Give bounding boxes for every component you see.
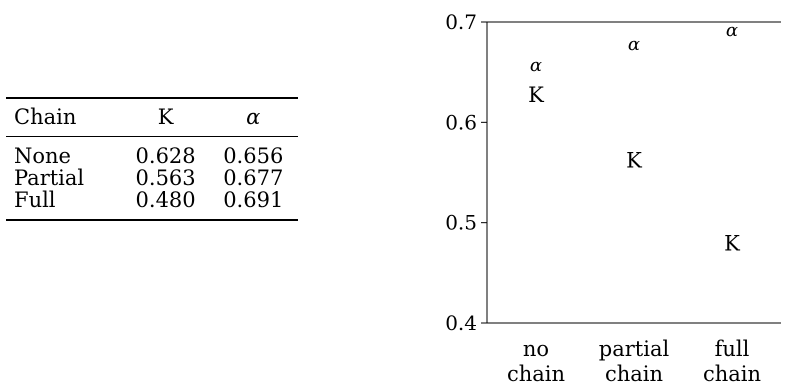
x-axis-ticks: no chain partial chain full chain: [507, 337, 761, 386]
cell-alpha: 0.677: [223, 166, 284, 190]
header-alpha: α: [208, 97, 298, 137]
cell-k: 0.628: [135, 144, 196, 168]
x-tick-label: partial chain: [599, 337, 670, 386]
y-tick-label: 0.7: [445, 10, 477, 34]
cell-k: 0.480: [122, 189, 209, 221]
k-point: K: [724, 232, 740, 256]
cell-alpha: 0.691: [208, 189, 298, 221]
x-tick-label: no chain: [507, 337, 565, 386]
x-tick-label: full chain: [703, 337, 761, 386]
alpha-point: α: [628, 34, 640, 55]
y-axis-ticks: 0.4 0.5 0.6 0.7: [445, 10, 487, 335]
table-row: None 0.628 0.656: [6, 137, 298, 168]
k-point: K: [626, 148, 642, 172]
cell-k: 0.563: [135, 166, 196, 190]
alpha-point: α: [530, 55, 542, 76]
cell-chain: Full: [6, 189, 123, 221]
header-chain: Chain: [6, 97, 123, 137]
table-row: Full 0.480 0.691: [6, 189, 298, 221]
y-tick-label: 0.4: [445, 311, 477, 335]
y-tick-label: 0.6: [445, 110, 477, 134]
header-k: K: [122, 97, 209, 137]
cell-alpha: 0.656: [223, 144, 284, 168]
chart-marks: K K Kα α α: [528, 20, 740, 256]
alpha-point: α: [726, 20, 738, 41]
cell-chain: None: [14, 144, 71, 168]
y-tick-label: 0.5: [445, 211, 477, 235]
table-row: Partial 0.563 0.677: [6, 167, 298, 189]
cell-chain: Partial: [14, 166, 85, 190]
chart-axes: [486, 21, 781, 324]
results-table: Chain K α None 0.628 0.656 Partial 0.563…: [6, 97, 298, 221]
table-header-row: Chain K α: [6, 97, 298, 137]
k-point: K: [528, 83, 544, 107]
